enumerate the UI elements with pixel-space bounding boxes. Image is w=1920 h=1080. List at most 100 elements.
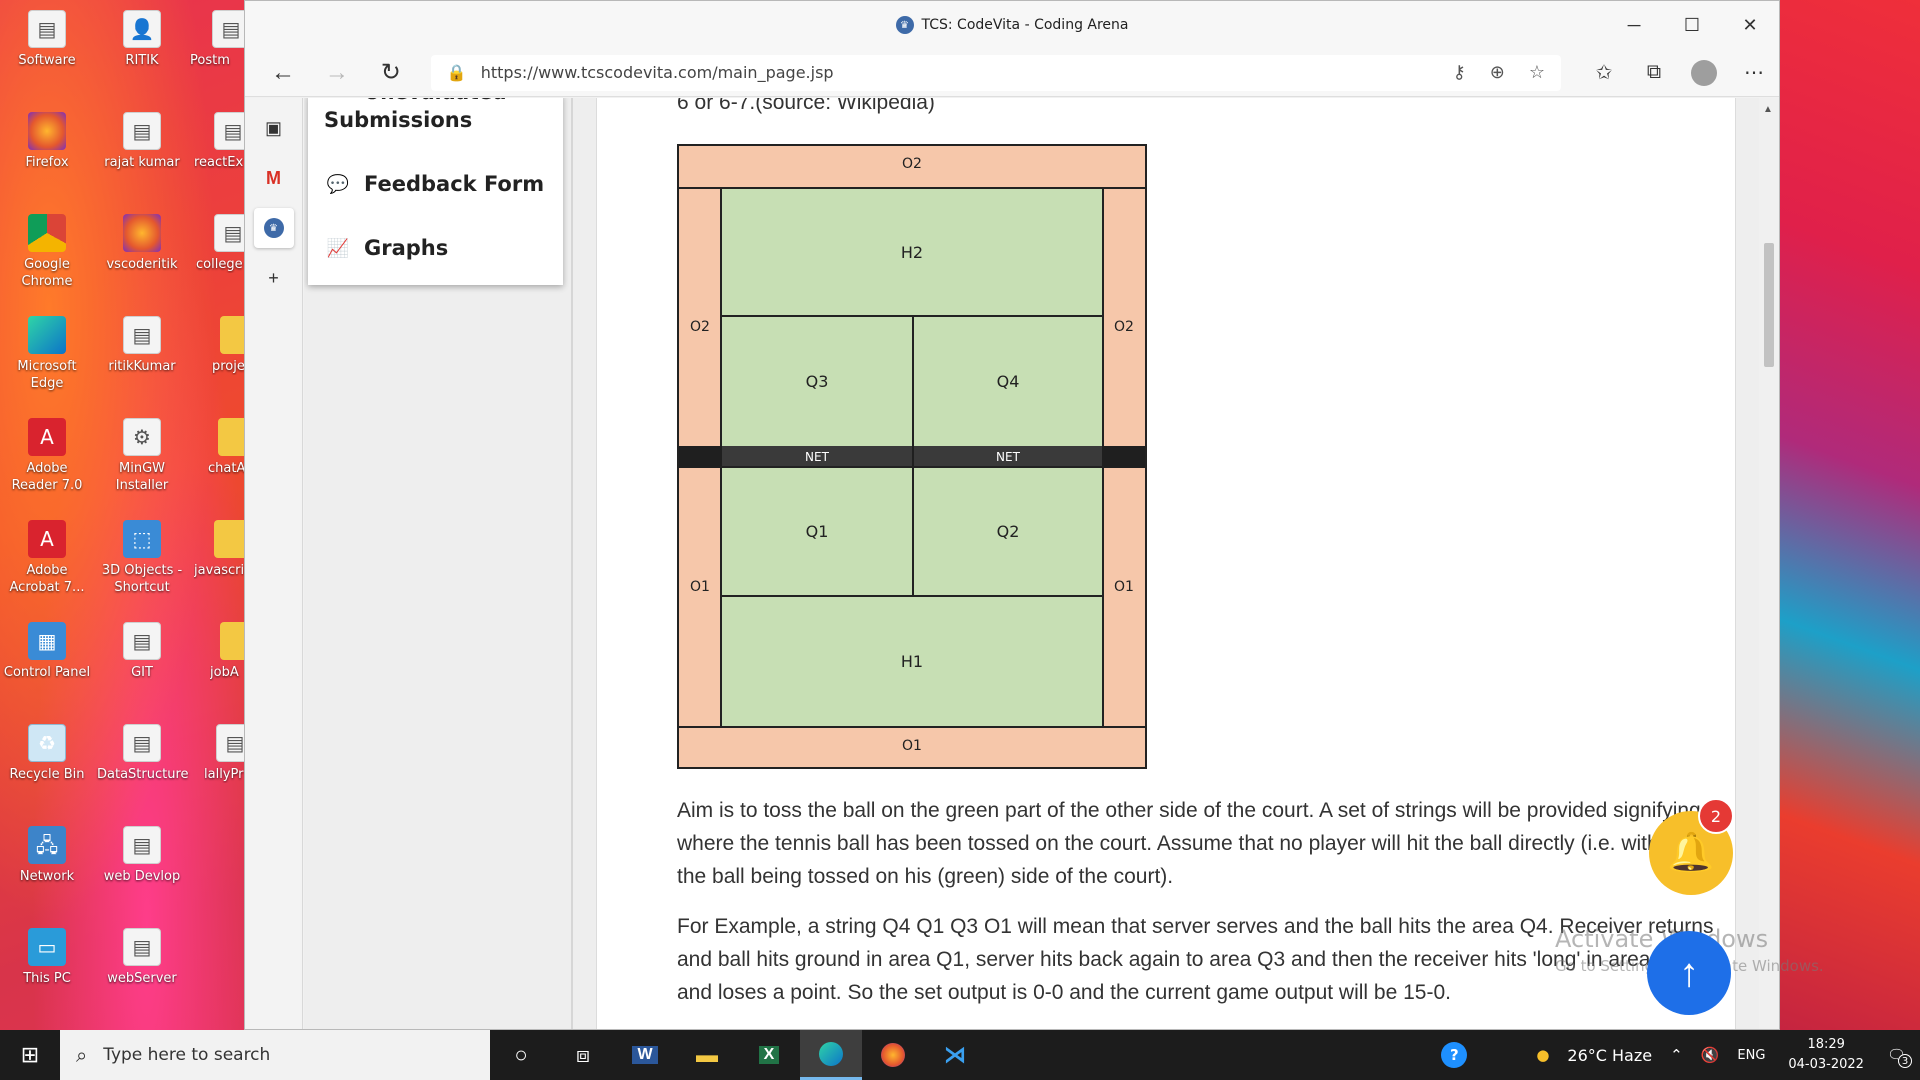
problem-card: 6 or 6-7.(source: Wikipedia) O2 O2 O2 O1… — [596, 98, 1736, 1029]
cortana-icon[interactable]: ○ — [514, 1042, 528, 1067]
user-folder-icon: 👤 — [123, 10, 161, 48]
court-zone-q4: Q4 — [912, 315, 1104, 448]
gmail-tab-icon[interactable]: M — [266, 167, 281, 188]
collections-icon[interactable]: ⧉ — [1646, 61, 1662, 83]
desktop-icon-software[interactable]: ▤ Software — [2, 10, 92, 69]
desktop-icon-ritikkumar[interactable]: ▤ ritikKumar — [97, 316, 187, 375]
clock-date: 04-03-2022 — [1788, 1057, 1864, 1072]
scrollbar-thumb[interactable] — [1764, 243, 1774, 367]
chart-icon: 📈 — [326, 237, 350, 259]
tab-actions-icon[interactable]: ▣ — [264, 117, 282, 138]
vscode-icon[interactable]: ⋊ — [944, 1042, 966, 1067]
scroll-to-top-button[interactable]: ↑ — [1647, 931, 1731, 1015]
control-panel-icon: ▦ — [28, 622, 66, 660]
scroll-up-arrow-icon[interactable]: ▲ — [1763, 104, 1773, 115]
maximize-icon[interactable]: ☐ — [1683, 14, 1701, 35]
menu-item-feedback[interactable]: 💬 Feedback Form — [324, 172, 544, 196]
file-explorer-icon[interactable]: ▬ — [696, 1042, 718, 1067]
refresh-button[interactable]: ↻ — [380, 59, 401, 86]
desktop-icon-college[interactable]: ▤ college — [196, 214, 244, 273]
volume-icon[interactable]: 🔇 — [1700, 1046, 1720, 1064]
desktop-icon-firefox[interactable]: Firefox — [2, 112, 92, 171]
paragraph-aim: Aim is to toss the ball on the green par… — [677, 799, 1701, 888]
minimize-icon[interactable]: ─ — [1627, 14, 1641, 35]
left-gutter — [304, 285, 571, 1029]
close-icon[interactable]: ✕ — [1742, 14, 1758, 35]
net-label-right: NET — [914, 446, 1102, 468]
clock[interactable]: 18:29 04-03-2022 — [1788, 1035, 1864, 1075]
weather-text[interactable]: 26°C Haze — [1567, 1045, 1653, 1065]
court-label-o1-right: O1 — [1114, 579, 1134, 595]
folder-icon — [218, 418, 244, 456]
more-menu-icon[interactable]: ⋯ — [1744, 62, 1765, 84]
desktop-icon-3d-objects[interactable]: ⬚ 3D Objects - Shortcut — [97, 520, 187, 596]
bell-icon: 🔔 — [1667, 832, 1715, 874]
back-button[interactable]: ← — [270, 58, 295, 86]
action-center-icon[interactable]: 🗨 3 — [1887, 1046, 1912, 1068]
profile-avatar[interactable] — [1679, 59, 1729, 86]
court-zone-h1: H1 — [720, 595, 1104, 728]
desktop-icon-chatapp[interactable]: chatA — [208, 418, 244, 477]
favorites-icon[interactable]: ✩ — [1595, 62, 1613, 84]
desktop-icon-chrome[interactable]: Google Chrome — [2, 214, 92, 290]
add-favorite-icon[interactable]: ☆ — [1528, 62, 1546, 83]
folder-icon — [220, 316, 244, 354]
desktop-icon-this-pc[interactable]: ▭ This PC — [2, 928, 92, 987]
court-label-o2-top: O2 — [902, 156, 922, 172]
windows-start-icon[interactable]: ⊞ — [20, 1042, 40, 1067]
desktop-icon-network[interactable]: 🖧 Network — [2, 826, 92, 885]
weather-icon[interactable]: ● — [1536, 1046, 1550, 1064]
menu-item-submissions[interactable]: Submissions — [324, 108, 473, 132]
computer-icon: ▭ — [28, 928, 66, 966]
court-zone-q3: Q3 — [720, 315, 914, 448]
desktop-icon-edge[interactable]: Microsoft Edge — [2, 316, 92, 392]
desktop-icon-vscoderitik[interactable]: vscoderitik — [97, 214, 187, 273]
desktop-icon-git[interactable]: ▤ GIT — [97, 622, 187, 681]
forward-button[interactable]: → — [324, 58, 349, 86]
desktop-icon-mingw[interactable]: ⚙ MinGW Installer — [97, 418, 187, 494]
browser-toolbar: ← → ↻ 🔒 https://www.tcscodevita.com/main… — [245, 49, 1779, 97]
recycle-bin-icon: ♻ — [28, 724, 66, 762]
desktop-icon-rajat-kumar[interactable]: ▤ rajat kumar — [97, 112, 187, 171]
desktop-icon-web-devlop[interactable]: ▤ web Devlop — [97, 826, 187, 885]
edge-taskbar-icon[interactable] — [800, 1030, 862, 1080]
new-tab-icon[interactable]: + — [268, 267, 279, 288]
notification-count-badge: 2 — [1698, 798, 1734, 834]
help-icon[interactable]: ? — [1441, 1042, 1468, 1068]
lock-icon[interactable]: 🔒 — [446, 63, 467, 82]
url-text[interactable]: https://www.tcscodevita.com/main_page.js… — [480, 63, 834, 82]
language-indicator[interactable]: ENG — [1737, 1047, 1766, 1063]
file-icon: ▤ — [123, 112, 161, 150]
firefox-taskbar-icon[interactable] — [862, 1030, 924, 1080]
page-scrollbar[interactable]: ▲ — [1759, 98, 1779, 1029]
desktop-icon-reactex[interactable]: ▤ reactEx — [194, 112, 244, 171]
desktop-icon-postman[interactable]: ▤ Postm — [190, 10, 244, 69]
desktop-icon-recycle-bin[interactable]: ♻ Recycle Bin — [2, 724, 92, 783]
task-view-icon[interactable]: ⧈ — [576, 1042, 590, 1067]
desktop-icon-webserver[interactable]: ▤ webServer — [97, 928, 187, 987]
wallpaper-right — [1780, 0, 1920, 1030]
desktop-icon-adobe-reader[interactable]: A Adobe Reader 7.0 — [2, 418, 92, 494]
taskbar-search[interactable]: ⌕ Type here to search — [60, 1030, 490, 1080]
key-icon[interactable]: ⚷ — [1452, 62, 1466, 83]
menu-item-unevaluated[interactable]: ▬ Unevaluated — [324, 98, 506, 104]
desktop-icon-control-panel[interactable]: ▦ Control Panel — [2, 622, 92, 681]
zoom-icon[interactable]: ⊕ — [1489, 62, 1505, 83]
firefox-icon — [123, 214, 161, 252]
desktop-icon-datastructure[interactable]: ▤ DataStructure — [97, 724, 189, 783]
desktop-icon-tallypr[interactable]: ▤ lallyPr — [204, 724, 244, 783]
desktop-icon-ritik[interactable]: 👤 RITIK — [97, 10, 187, 69]
desktop-icon-projects[interactable]: proje — [212, 316, 244, 375]
desktop-icon-javascript[interactable]: javascri — [194, 520, 244, 579]
tennis-court-diagram: O2 O2 O2 O1 O1 O1 H2 Q3 Q4 NET NET Q1 Q2… — [677, 144, 1147, 769]
menu-item-graphs[interactable]: 📈 Graphs — [324, 236, 448, 260]
excel-icon[interactable]: X — [738, 1030, 800, 1080]
shortcut-icon: ⬚ — [123, 520, 161, 558]
dropdown-menu: ▬ Unevaluated Submissions 💬 Feedback For… — [308, 98, 563, 285]
codevita-tab-icon[interactable]: ♛ — [253, 208, 294, 248]
desktop-icon-jobapp[interactable]: jobA — [210, 622, 244, 681]
show-hidden-icons-icon[interactable]: ⌃ — [1670, 1046, 1683, 1064]
address-bar[interactable]: 🔒 https://www.tcscodevita.com/main_page.… — [430, 54, 1562, 91]
desktop-icon-adobe-acrobat[interactable]: A Adobe Acrobat 7... — [2, 520, 92, 596]
word-icon[interactable]: W — [614, 1030, 676, 1080]
